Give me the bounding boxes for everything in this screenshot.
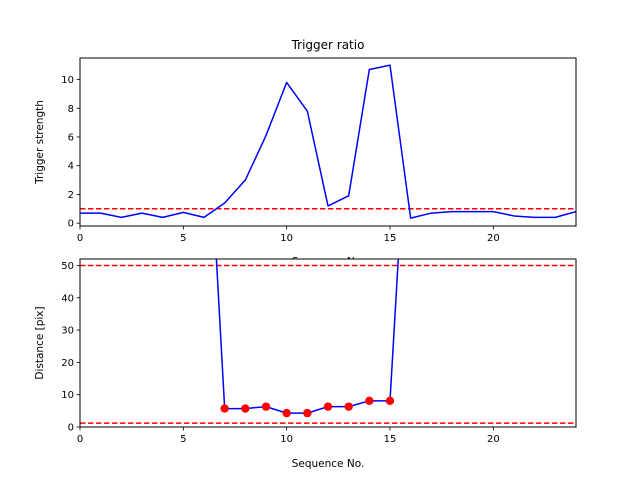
bottom-y-tick-label: 0	[68, 423, 74, 434]
top-y-axis-label: Trigger strength	[34, 100, 46, 185]
top-y-ticks: 0 2 4 6 8 10	[61, 75, 80, 230]
bottom-axes: 0 5 10 15 20 0 10 20 30 40 50 Sequence No. Distan…	[34, 258, 577, 470]
top-axes-frame	[79, 57, 577, 227]
top-y-tick-label: 4	[68, 161, 74, 172]
bottom-axes-frame	[79, 258, 577, 428]
bottom-x-tick-label: 0	[77, 434, 83, 445]
bottom-data-marker	[323, 402, 333, 411]
bottom-data-marker	[303, 408, 312, 418]
bottom-data-marker	[261, 402, 271, 411]
top-y-tick-label: 6	[68, 132, 74, 143]
bottom-plot-area	[80, 259, 576, 427]
top-x-ticks: 0 5 10 15 20	[77, 226, 500, 244]
bottom-y-ticks: 0 10 20 30 40 50	[61, 261, 80, 434]
bottom-x-tick-label: 20	[487, 434, 500, 445]
top-series	[80, 64, 576, 219]
top-x-tick-label: 5	[180, 233, 186, 244]
top-y-tick-label: 0	[68, 219, 74, 230]
bottom-y-axis-label: Distance [pix]	[34, 306, 46, 379]
bottom-x-ticks: 0 5 10 15 20	[77, 427, 500, 445]
bottom-threshold-lines	[80, 264, 576, 424]
bottom-data-marker	[220, 404, 229, 413]
bottom-y-tick-label: 10	[61, 390, 74, 401]
bottom-markers	[220, 396, 395, 418]
bottom-y-tick-label: 30	[61, 326, 74, 337]
bottom-data-marker	[241, 404, 250, 413]
bottom-data-marker	[365, 396, 374, 406]
top-y-tick-label: 8	[68, 104, 74, 115]
top-x-tick-label: 0	[77, 233, 83, 244]
bottom-x-tick-label: 5	[180, 434, 186, 445]
bottom-x-tick-label: 15	[384, 434, 397, 445]
top-chart-title: Trigger ratio	[291, 38, 365, 52]
bottom-data-marker	[282, 408, 291, 418]
top-y-tick-label: 2	[68, 190, 74, 201]
top-series-line-0	[80, 64, 576, 219]
bottom-y-tick-label: 20	[61, 358, 74, 369]
top-y-tick-label: 10	[61, 75, 74, 86]
bottom-data-marker	[344, 402, 353, 411]
bottom-y-tick-label: 40	[61, 293, 74, 304]
top-x-tick-label: 15	[384, 233, 397, 244]
bottom-data-marker	[385, 396, 395, 406]
bottom-x-axis-label: Sequence No.	[292, 458, 365, 470]
bottom-x-tick-label: 10	[280, 434, 293, 445]
top-x-tick-label: 20	[487, 233, 500, 244]
bottom-y-tick-label: 50	[61, 261, 74, 272]
top-plot-area	[80, 58, 576, 226]
top-x-tick-label: 10	[280, 233, 293, 244]
